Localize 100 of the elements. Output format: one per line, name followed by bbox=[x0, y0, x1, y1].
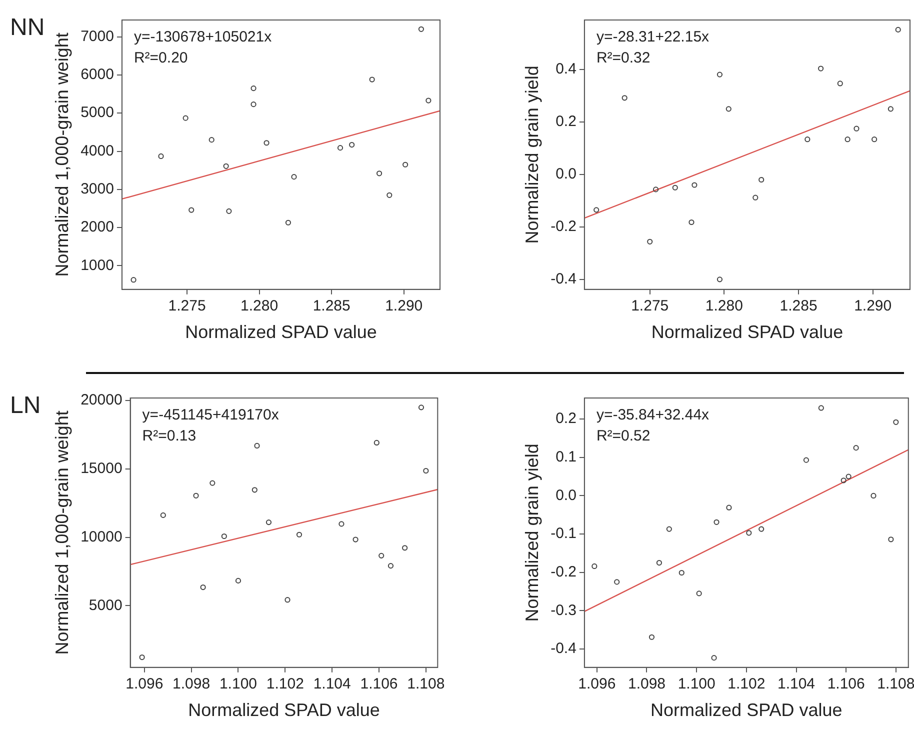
point bbox=[592, 563, 598, 570]
y-tick-label: 0.1 bbox=[556, 448, 576, 466]
annotation: y=-451145+419170x bbox=[142, 406, 280, 424]
point bbox=[284, 597, 290, 603]
y-tick-label: 10000 bbox=[80, 528, 122, 546]
annotation: R²=0.32 bbox=[596, 50, 650, 67]
point bbox=[418, 404, 424, 410]
point bbox=[352, 536, 358, 542]
point bbox=[423, 468, 429, 474]
point bbox=[818, 66, 824, 72]
point bbox=[235, 578, 242, 584]
point bbox=[221, 533, 227, 540]
y-tick-label: -0.4 bbox=[550, 270, 576, 288]
point bbox=[200, 584, 206, 590]
y-tick-label: 1000 bbox=[80, 256, 114, 274]
x-tick-label: 1.290 bbox=[385, 298, 423, 315]
point bbox=[130, 277, 136, 283]
point bbox=[844, 136, 850, 142]
y-tick-label: 3000 bbox=[80, 180, 114, 198]
point bbox=[208, 137, 214, 143]
point bbox=[402, 162, 408, 168]
y-tick-label: 7000 bbox=[80, 28, 114, 45]
point bbox=[614, 579, 620, 585]
point bbox=[893, 419, 899, 425]
point bbox=[840, 478, 846, 484]
point bbox=[139, 654, 145, 660]
point bbox=[296, 532, 302, 538]
x-tick-label: 1.102 bbox=[728, 676, 766, 693]
y-tick-label: 2000 bbox=[80, 218, 114, 236]
x-axis-title: Normalized SPAD value bbox=[651, 322, 844, 342]
y-tick-label: 5000 bbox=[80, 104, 114, 122]
point bbox=[758, 176, 764, 183]
x-tick-label: 1.275 bbox=[631, 298, 669, 315]
x-tick-label: 1.285 bbox=[780, 298, 818, 315]
x-tick-label: 1.098 bbox=[172, 676, 210, 693]
point bbox=[223, 163, 229, 169]
x-tick-label: 1.096 bbox=[126, 676, 164, 693]
y-tick-label: 6000 bbox=[80, 66, 114, 84]
x-tick-label: 1.106 bbox=[360, 676, 398, 693]
point bbox=[188, 207, 194, 213]
annotation: R²=0.52 bbox=[596, 428, 650, 445]
y-axis-title: Normalized grain yield bbox=[522, 444, 542, 622]
point bbox=[752, 194, 758, 200]
x-axis-title: Normalized SPAD value bbox=[188, 700, 380, 720]
point bbox=[252, 487, 258, 493]
point bbox=[888, 536, 894, 542]
point bbox=[837, 80, 843, 86]
point bbox=[426, 98, 432, 104]
point bbox=[672, 184, 678, 190]
point bbox=[716, 276, 723, 282]
point bbox=[716, 72, 723, 78]
point bbox=[726, 504, 732, 510]
point bbox=[622, 95, 628, 101]
point bbox=[888, 106, 894, 112]
point bbox=[647, 238, 653, 244]
chart-title: LN bbox=[10, 392, 41, 420]
point bbox=[388, 562, 394, 569]
annotation: R²=0.13 bbox=[142, 428, 196, 445]
point bbox=[594, 207, 600, 213]
point bbox=[210, 480, 216, 486]
point bbox=[846, 474, 852, 480]
point bbox=[369, 76, 375, 82]
point bbox=[653, 186, 659, 192]
point bbox=[758, 526, 764, 532]
point bbox=[853, 445, 859, 451]
y-axis-title: Normalized grain yield bbox=[522, 66, 542, 244]
point bbox=[254, 442, 260, 449]
y-tick-label: 4000 bbox=[80, 142, 114, 160]
point bbox=[264, 140, 270, 146]
annotation: y=-130678+105021x bbox=[134, 28, 272, 46]
point bbox=[803, 457, 810, 463]
point bbox=[418, 26, 424, 32]
point bbox=[193, 492, 199, 498]
y-tick-label: -0.3 bbox=[550, 602, 576, 619]
point bbox=[854, 126, 860, 132]
y-tick-label: -0.2 bbox=[550, 564, 576, 581]
x-axis-title: Normalized SPAD value bbox=[185, 322, 377, 342]
x-tick-label: 1.106 bbox=[827, 676, 865, 693]
y-tick-label: 0.0 bbox=[556, 486, 576, 504]
point bbox=[402, 545, 408, 551]
point bbox=[656, 560, 662, 566]
y-tick-label: 0.2 bbox=[556, 410, 576, 428]
point bbox=[746, 530, 752, 536]
y-axis-title: Normalized 1,000-grain weight bbox=[52, 410, 72, 655]
x-tick-label: 1.108 bbox=[407, 676, 445, 693]
annotation: R²=0.20 bbox=[134, 50, 188, 67]
x-tick-label: 1.290 bbox=[854, 298, 892, 315]
point bbox=[376, 170, 382, 176]
y-axis-title: Normalized 1,000-grain weight bbox=[52, 32, 72, 277]
y-tick-label: 20000 bbox=[80, 392, 122, 409]
point bbox=[226, 208, 232, 214]
point bbox=[648, 634, 655, 640]
point bbox=[818, 405, 824, 411]
point bbox=[726, 106, 732, 112]
x-tick-label: 1.285 bbox=[312, 298, 350, 315]
x-tick-label: 1.275 bbox=[168, 298, 206, 315]
x-tick-label: 1.108 bbox=[877, 676, 914, 693]
x-tick-label: 1.100 bbox=[678, 676, 716, 693]
point bbox=[349, 142, 355, 148]
point bbox=[160, 512, 166, 518]
